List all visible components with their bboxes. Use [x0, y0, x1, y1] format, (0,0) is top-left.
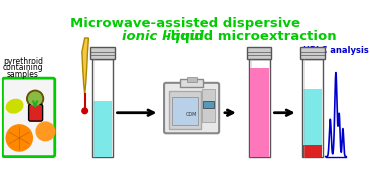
Text: –liquid microextraction: –liquid microextraction [164, 30, 336, 43]
Text: containing: containing [3, 63, 43, 72]
Bar [249, 59, 270, 157]
Circle shape [82, 108, 87, 114]
Bar [250, 68, 269, 157]
Bar [202, 89, 215, 122]
FancyBboxPatch shape [164, 83, 219, 133]
Bar [303, 145, 322, 157]
Text: Microwave-assisted dispersive: Microwave-assisted dispersive [70, 17, 300, 30]
Text: ionic liquid: ionic liquid [122, 30, 204, 43]
Bar [169, 91, 201, 129]
Bar [180, 79, 203, 87]
Text: pyrethroid: pyrethroid [3, 57, 43, 66]
Ellipse shape [6, 99, 23, 113]
Bar [303, 89, 322, 145]
Text: samples: samples [7, 70, 39, 79]
Bar [93, 101, 112, 157]
Bar [90, 47, 115, 59]
Text: CDM: CDM [186, 112, 197, 117]
Polygon shape [82, 38, 88, 94]
Circle shape [6, 125, 32, 151]
Bar [92, 59, 113, 157]
Bar [187, 77, 197, 82]
Circle shape [28, 92, 42, 105]
FancyBboxPatch shape [3, 78, 55, 157]
Bar [172, 97, 198, 125]
Bar [203, 101, 215, 108]
Circle shape [27, 90, 44, 107]
Bar [247, 47, 272, 59]
Bar [302, 59, 323, 157]
Circle shape [36, 122, 55, 141]
Bar [300, 47, 325, 59]
Text: HPLC analysis: HPLC analysis [303, 46, 369, 55]
FancyBboxPatch shape [28, 104, 43, 121]
